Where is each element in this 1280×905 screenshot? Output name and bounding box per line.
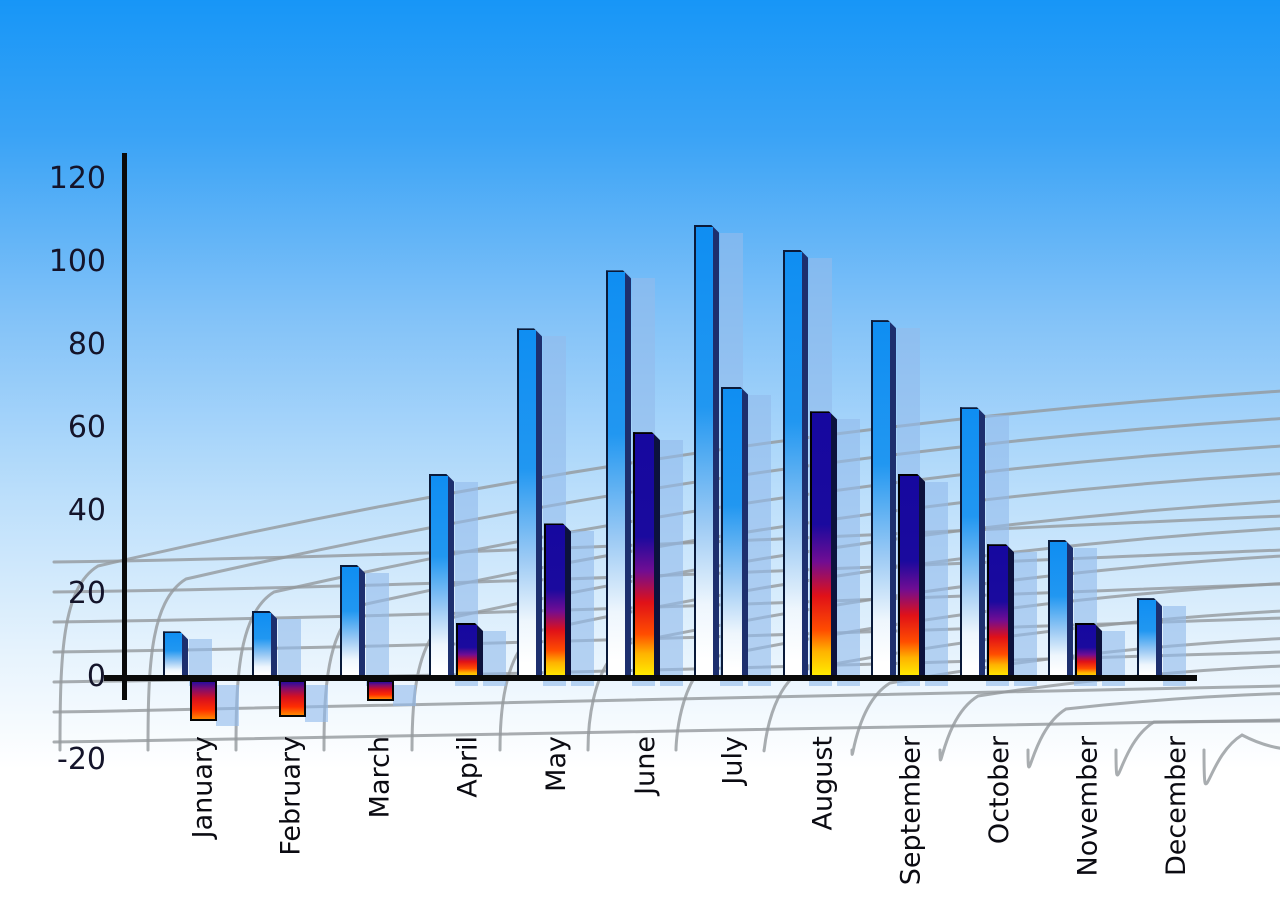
month-label-october: October [984, 736, 1015, 845]
y-axis-line [122, 153, 127, 700]
bar-february-primary [252, 611, 277, 677]
y-tick-80: 80 [67, 327, 106, 363]
bar-june-secondary [633, 432, 660, 680]
bar-april-secondary [456, 623, 483, 680]
bar-february-secondary [279, 680, 306, 718]
grid-line [58, 389, 1280, 752]
bar-november-secondary-shadow [1102, 631, 1125, 686]
grid-line [52, 718, 1280, 744]
bar-november-primary [1048, 540, 1073, 677]
month-label-january: January [187, 736, 218, 839]
bar-december-primary [1137, 598, 1162, 677]
bar-january-primary [163, 631, 188, 677]
bar-july-secondary-shadow [748, 394, 771, 686]
bar-may-primary [517, 328, 542, 677]
bar-august-primary [783, 250, 808, 677]
month-label-august: August [807, 736, 838, 831]
grid-line [322, 472, 1280, 752]
y-tick--20: -20 [57, 741, 106, 777]
bar-march-secondary [367, 680, 394, 701]
bar-october-primary [960, 407, 985, 677]
month-label-may: May [541, 736, 572, 792]
bar-july-primary [694, 225, 719, 677]
bar-september-primary [871, 320, 896, 677]
y-tick-120: 120 [48, 161, 106, 197]
bar-april-primary [429, 474, 454, 677]
month-label-february: February [276, 736, 307, 856]
bar-february-primary-shadow [278, 618, 301, 686]
bar-december-primary-shadow [1163, 606, 1186, 686]
bar-january-secondary [190, 680, 217, 722]
y-tick-20: 20 [67, 576, 106, 611]
bar-august-secondary-shadow [837, 419, 860, 686]
month-label-april: April [453, 736, 484, 798]
bar-may-secondary [544, 523, 571, 680]
bar-january-primary-shadow [189, 639, 212, 686]
bar-october-secondary [987, 544, 1014, 680]
bar-september-secondary [898, 474, 925, 680]
bar-november-secondary [1075, 623, 1102, 680]
month-label-june: June [630, 736, 661, 795]
bar-june-secondary-shadow [660, 440, 683, 686]
y-tick-60: 60 [67, 410, 106, 446]
bar-march-primary [340, 565, 365, 677]
bar-february-secondary-shadow [305, 685, 328, 723]
month-label-march: March [364, 736, 395, 819]
bar-march-secondary-shadow [393, 685, 416, 706]
bar-january-secondary-shadow [216, 685, 239, 727]
bar-june-primary [606, 270, 631, 677]
y-tick-40: 40 [67, 493, 106, 528]
bar-october-secondary-shadow [1014, 552, 1037, 686]
bar-may-secondary-shadow [571, 531, 594, 686]
bar-september-secondary-shadow [925, 481, 948, 686]
grid-line [1026, 692, 1280, 769]
bar-august-secondary [810, 411, 837, 680]
y-tick-0: 0 [86, 659, 106, 694]
bar-july-secondary [721, 387, 748, 680]
month-label-september: September [895, 736, 926, 886]
month-label-december: December [1161, 736, 1192, 877]
month-label-november: November [1072, 736, 1103, 877]
bar-april-secondary-shadow [483, 631, 506, 686]
y-tick-100: 100 [48, 244, 106, 280]
grid-line [1202, 733, 1280, 786]
month-label-july: July [718, 736, 749, 785]
x-axis-line [104, 675, 1197, 681]
grid-line [586, 554, 1280, 752]
bar-march-primary-shadow [366, 572, 389, 686]
